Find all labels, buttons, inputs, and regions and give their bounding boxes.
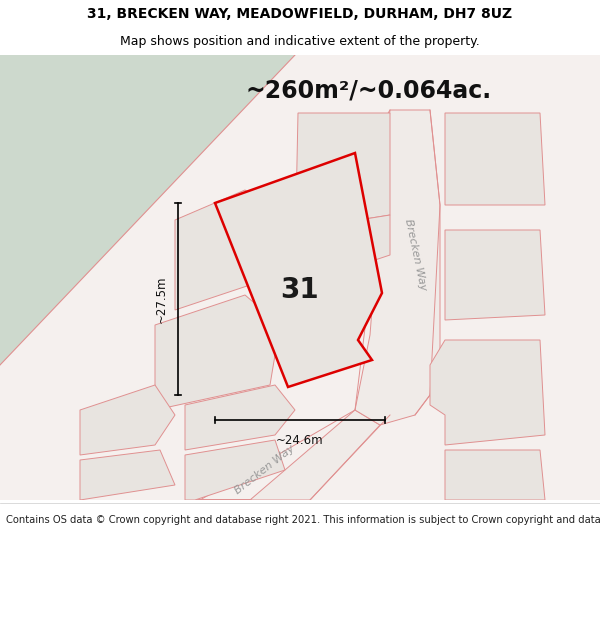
- Text: 31: 31: [281, 276, 319, 304]
- Polygon shape: [445, 450, 545, 500]
- Polygon shape: [0, 55, 295, 365]
- Text: Brecken Way: Brecken Way: [403, 218, 427, 292]
- Polygon shape: [445, 113, 545, 205]
- Polygon shape: [185, 440, 285, 500]
- Polygon shape: [185, 385, 295, 450]
- Polygon shape: [195, 410, 380, 500]
- Polygon shape: [80, 450, 175, 500]
- Polygon shape: [215, 153, 382, 387]
- Polygon shape: [155, 295, 280, 410]
- Text: Map shows position and indicative extent of the property.: Map shows position and indicative extent…: [120, 35, 480, 48]
- Polygon shape: [445, 230, 545, 320]
- Text: ~24.6m: ~24.6m: [276, 434, 324, 447]
- Polygon shape: [80, 385, 175, 455]
- Polygon shape: [295, 210, 390, 280]
- Text: 31, BRECKEN WAY, MEADOWFIELD, DURHAM, DH7 8UZ: 31, BRECKEN WAY, MEADOWFIELD, DURHAM, DH…: [88, 7, 512, 21]
- Text: ~27.5m: ~27.5m: [155, 275, 168, 322]
- Polygon shape: [430, 340, 545, 445]
- Polygon shape: [175, 190, 290, 310]
- Text: Brecken Way: Brecken Way: [233, 444, 297, 496]
- Text: Contains OS data © Crown copyright and database right 2021. This information is : Contains OS data © Crown copyright and d…: [6, 515, 600, 525]
- Polygon shape: [355, 110, 440, 425]
- Text: ~260m²/~0.064ac.: ~260m²/~0.064ac.: [245, 78, 491, 102]
- Polygon shape: [296, 113, 390, 223]
